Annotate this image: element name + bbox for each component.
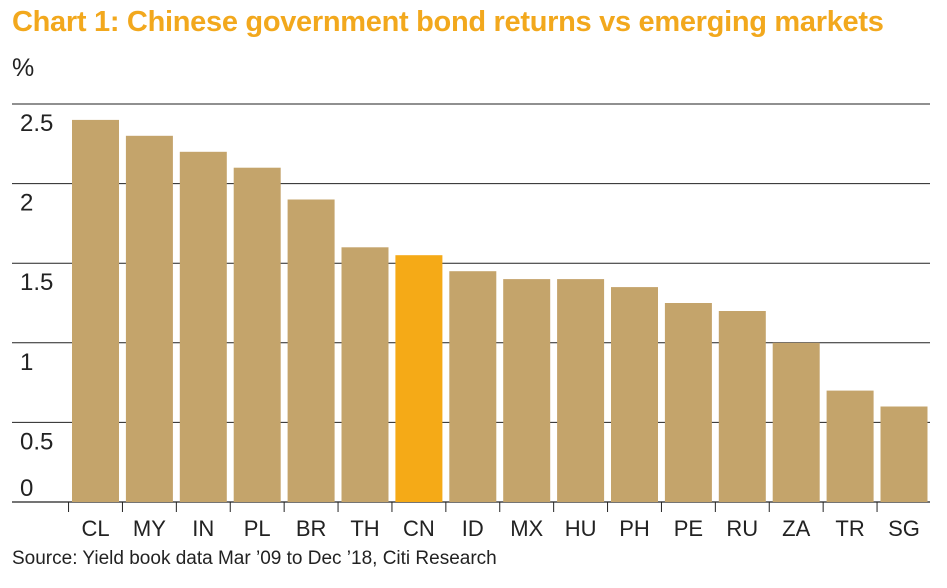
bar-in [179, 151, 227, 503]
bar-pl [233, 167, 281, 502]
x-tick-label-pl: PL [244, 516, 271, 541]
x-tick-label-in: IN [192, 516, 214, 541]
bar-hu [557, 279, 605, 502]
bar-pe [664, 303, 712, 502]
bars [72, 119, 928, 503]
bar-ph [611, 287, 658, 502]
y-tick-label: 0.5 [20, 428, 53, 455]
y-axis-ticks: 0 0.5 1 1.5 2 2.5 [20, 110, 53, 502]
x-tick-label-br: BR [296, 516, 327, 541]
bar-mx [503, 279, 551, 502]
x-tick-label-cl: CL [81, 516, 109, 541]
x-tick-label-tr: TR [835, 516, 864, 541]
y-tick-label: 1 [20, 349, 33, 376]
y-tick-label: 0 [20, 475, 33, 502]
x-tick-label-ph: PH [619, 516, 650, 541]
x-axis-ticks: CL MY IN PL BR TH CN ID MX HU PH PE RU ZA TR SG [68, 502, 920, 541]
x-tick-label-cn: CN [403, 516, 435, 541]
source-note: Source: Yield book data Mar ’09 to Dec ’… [12, 548, 497, 569]
x-tick-label-th: TH [350, 516, 379, 541]
bar-cn [395, 255, 443, 502]
bar-cl [72, 119, 119, 503]
bar-ru [718, 311, 766, 502]
bar-tr [826, 390, 874, 502]
x-tick-label-id: ID [462, 516, 484, 541]
bar-my [125, 135, 173, 503]
y-axis-unit-label: % [12, 54, 35, 82]
bar-sg [880, 406, 928, 502]
bar-za [772, 342, 820, 502]
x-tick-label-za: ZA [782, 516, 810, 541]
x-tick-label-mx: MX [510, 516, 543, 541]
bar-br [287, 199, 335, 502]
bar-th [341, 247, 389, 502]
y-tick-label: 1.5 [20, 269, 53, 296]
x-tick-label-pe: PE [674, 516, 703, 541]
y-tick-label: 2 [20, 190, 33, 217]
bar-id [449, 271, 497, 502]
x-tick-label-ru: RU [726, 516, 758, 541]
x-tick-label-my: MY [133, 516, 166, 541]
x-tick-label-hu: HU [565, 516, 597, 541]
x-tick-label-sg: SG [888, 516, 920, 541]
chart-title: Chart 1: Chinese government bond returns… [12, 6, 884, 38]
y-tick-label: 2.5 [20, 110, 53, 137]
